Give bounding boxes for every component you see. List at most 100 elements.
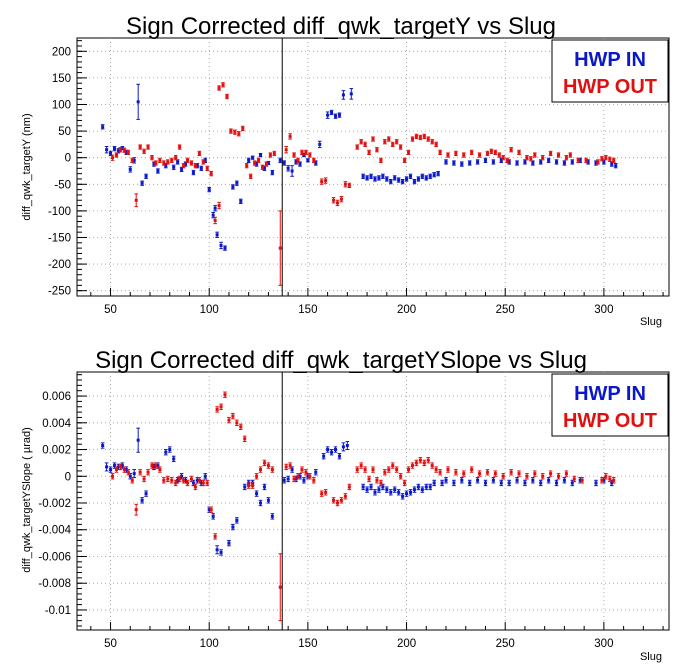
data-point-hwp-out	[414, 133, 419, 140]
marker	[387, 137, 391, 141]
marker	[235, 518, 239, 522]
data-point-hwp-out	[383, 469, 387, 476]
data-point-hwp-out	[284, 463, 288, 471]
marker	[112, 464, 116, 468]
marker	[491, 478, 495, 482]
marker	[116, 149, 120, 153]
marker	[211, 514, 215, 518]
data-point-hwp-in	[136, 427, 140, 453]
data-point-hwp-out	[254, 473, 259, 480]
marker	[118, 465, 122, 469]
data-point-hwp-in	[385, 176, 389, 182]
marker	[193, 485, 197, 489]
marker	[126, 470, 130, 474]
data-point-hwp-out	[205, 165, 210, 171]
data-point-hwp-out	[173, 479, 178, 487]
marker	[249, 174, 253, 178]
marker	[339, 498, 343, 502]
marker	[156, 169, 160, 173]
data-point-hwp-in	[215, 545, 219, 555]
marker	[377, 488, 381, 492]
x-tick-label: 300	[594, 638, 613, 650]
marker	[184, 478, 188, 482]
data-point-hwp-in	[235, 517, 239, 524]
data-point-hwp-out	[205, 479, 210, 487]
data-point-hwp-in	[329, 449, 334, 456]
marker	[298, 474, 302, 478]
data-point-hwp-in	[546, 157, 551, 163]
data-point-hwp-out	[219, 403, 223, 410]
data-point-hwp-in	[219, 549, 223, 556]
data-point-hwp-out	[319, 490, 324, 497]
data-point-hwp-in	[262, 483, 267, 491]
marker	[397, 490, 401, 494]
data-point-hwp-out	[268, 152, 273, 158]
marker	[266, 464, 270, 468]
marker	[134, 198, 138, 202]
data-point-hwp-out	[266, 462, 271, 469]
data-point-hwp-out	[469, 466, 474, 473]
panel-targetYSlope: Sign Corrected diff_qwk_targetYSlope vs …	[21, 347, 670, 663]
data-point-hwp-in	[554, 159, 559, 165]
marker	[186, 158, 190, 162]
marker	[231, 185, 235, 189]
marker	[109, 151, 113, 155]
marker	[525, 474, 529, 478]
data-point-hwp-in	[420, 486, 425, 493]
marker	[586, 160, 590, 164]
data-point-hwp-out	[110, 473, 115, 480]
marker	[347, 485, 351, 489]
marker	[420, 488, 424, 492]
marker	[195, 164, 199, 168]
marker	[452, 481, 456, 485]
marker	[476, 160, 480, 164]
data-point-hwp-in	[570, 479, 575, 487]
marker	[381, 174, 385, 178]
marker	[555, 481, 559, 485]
marker	[150, 464, 154, 468]
data-point-hwp-out	[556, 473, 561, 480]
data-point-hwp-out	[493, 149, 498, 155]
marker	[174, 481, 178, 485]
marker	[132, 472, 136, 476]
data-point-hwp-in	[467, 160, 472, 166]
data-point-hwp-out	[221, 82, 225, 88]
marker	[509, 148, 513, 152]
marker	[562, 478, 566, 482]
marker	[320, 492, 324, 496]
marker	[278, 246, 282, 250]
data-point-hwp-in	[211, 513, 215, 520]
marker	[112, 147, 116, 151]
data-point-hwp-in	[227, 539, 231, 547]
data-point-hwp-out	[331, 197, 336, 204]
data-point-hwp-in	[231, 523, 235, 531]
data-point-hwp-out	[339, 497, 344, 504]
marker	[146, 470, 150, 474]
data-point-hwp-in	[219, 241, 223, 250]
data-point-hwp-out	[154, 160, 158, 166]
data-point-hwp-in	[132, 157, 137, 164]
marker	[578, 478, 582, 482]
marker	[428, 485, 432, 489]
marker	[140, 181, 144, 185]
marker	[604, 156, 608, 160]
y-tick-label: -50	[54, 179, 71, 191]
marker	[383, 470, 387, 474]
data-point-hwp-in	[199, 165, 204, 171]
data-point-hwp-out	[335, 499, 340, 507]
marker	[294, 477, 298, 481]
data-point-hwp-in	[613, 163, 618, 169]
data-point-hwp-in	[428, 483, 433, 491]
data-point-hwp-in	[392, 486, 397, 493]
data-point-hwp-out	[489, 148, 494, 154]
marker	[493, 472, 497, 476]
marker	[428, 174, 432, 178]
marker	[235, 181, 239, 185]
data-point-hwp-out	[335, 199, 340, 207]
marker	[255, 162, 259, 166]
marker	[247, 484, 251, 488]
data-point-hwp-in	[144, 490, 148, 497]
marker	[507, 160, 511, 164]
data-point-hwp-out	[308, 473, 312, 480]
data-point-hwp-out	[138, 469, 142, 476]
